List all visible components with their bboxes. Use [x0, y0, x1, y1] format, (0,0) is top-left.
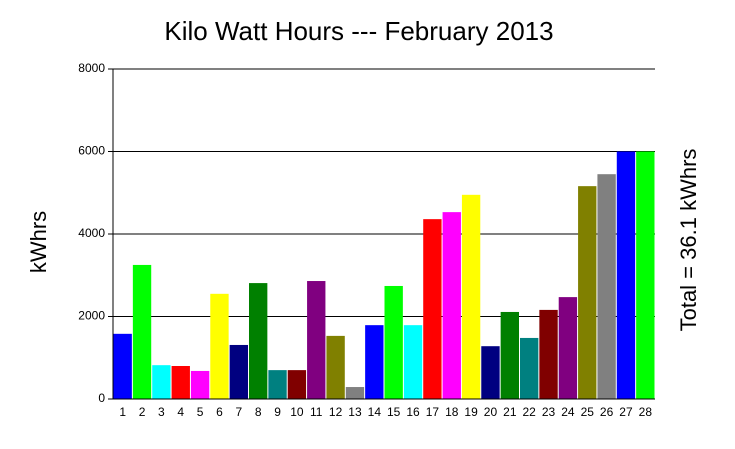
bar: [307, 281, 326, 399]
y-tick-label: 0: [98, 391, 105, 405]
x-tick-label: 28: [639, 405, 653, 419]
bar: [152, 365, 171, 399]
y-tick-label: 4000: [78, 226, 105, 240]
x-tick-label: 26: [600, 405, 614, 419]
x-tick-label: 11: [310, 405, 323, 419]
bar: [539, 309, 558, 399]
bar: [365, 325, 384, 399]
bar: [190, 370, 210, 399]
x-tick-label: 25: [581, 405, 595, 419]
x-tick-label: 10: [290, 405, 304, 419]
x-tick-label: 20: [484, 405, 498, 419]
x-tick-label: 5: [197, 405, 204, 419]
bar: [461, 194, 481, 399]
chart-title: Kilo Watt Hours --- February 2013: [164, 16, 553, 46]
x-tick-label: 27: [619, 405, 633, 419]
bar: [636, 151, 655, 399]
x-tick-label: 12: [329, 405, 343, 419]
x-tick-label: 13: [348, 405, 362, 419]
bar: [132, 264, 152, 399]
x-tick-label: 24: [561, 405, 575, 419]
bar: [423, 219, 442, 399]
bar: [326, 335, 345, 399]
x-tick-label: 9: [274, 405, 281, 419]
bar: [442, 212, 461, 399]
bar: [113, 333, 132, 399]
bar: [520, 337, 539, 399]
x-tick-label: 16: [406, 405, 420, 419]
bar: [597, 174, 616, 399]
bar: [558, 297, 578, 399]
bar: [287, 370, 307, 399]
bar: [249, 283, 268, 399]
x-tick-label: 22: [522, 405, 536, 419]
total-annotation: Total = 36.1 kWhrs: [676, 149, 701, 332]
bar: [403, 325, 423, 399]
bar: [384, 285, 403, 399]
bar: [481, 346, 500, 399]
bar: [210, 293, 229, 399]
x-tick-label: 7: [235, 405, 242, 419]
bar: [171, 366, 190, 399]
bar: [345, 387, 365, 399]
x-tick-label: 15: [387, 405, 401, 419]
y-tick-label: 8000: [78, 61, 105, 75]
x-tick-label: 2: [139, 405, 146, 419]
x-tick-label: 17: [426, 405, 440, 419]
y-tick-label: 6000: [78, 144, 105, 158]
y-axis-label: kWhrs: [26, 211, 51, 273]
x-tick-label: 6: [216, 405, 223, 419]
x-tick-label: 23: [542, 405, 556, 419]
x-tick-label: 1: [119, 405, 126, 419]
x-tick-label: 18: [445, 405, 459, 419]
x-tick-label: 8: [255, 405, 262, 419]
x-tick-label: 21: [503, 405, 517, 419]
y-tick-label: 2000: [78, 309, 105, 323]
bar: [578, 186, 597, 399]
bar: [616, 151, 636, 399]
bar: [268, 370, 287, 399]
x-tick-label: 19: [464, 405, 478, 419]
x-tick-label: 3: [158, 405, 165, 419]
bar: [229, 344, 248, 399]
x-tick-label: 4: [177, 405, 184, 419]
bar: [500, 311, 519, 399]
x-tick-label: 14: [368, 405, 382, 419]
